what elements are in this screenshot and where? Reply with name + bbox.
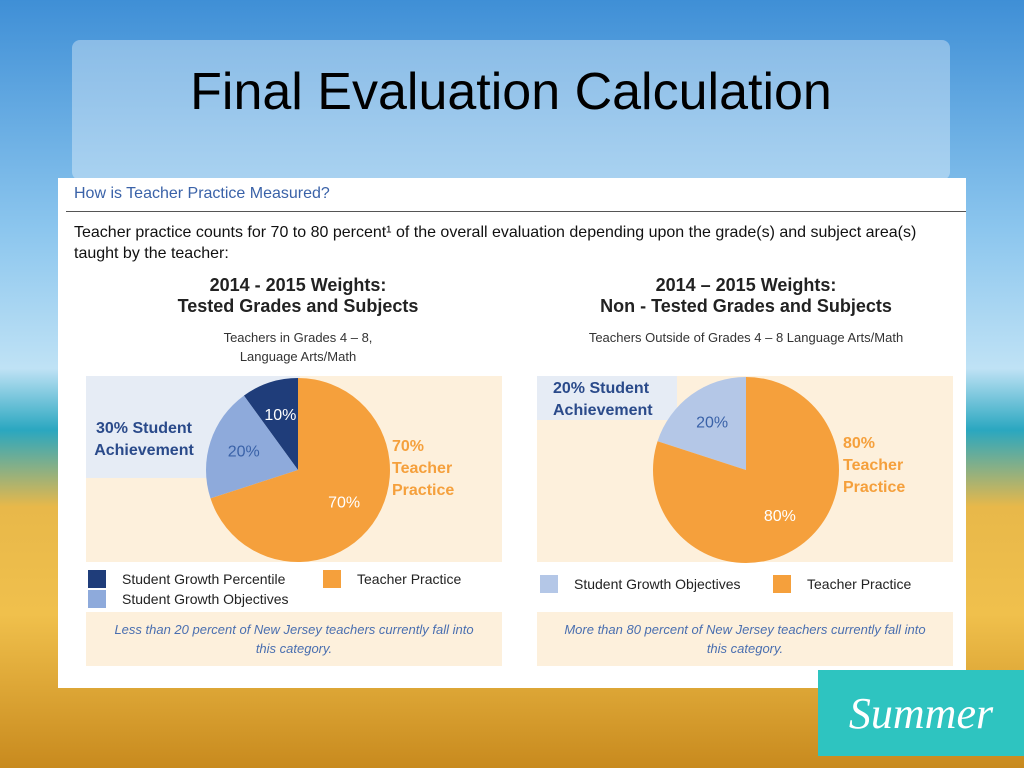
- chart-area-shade: [537, 376, 677, 420]
- panel-heading: How is Teacher Practice Measured?: [74, 185, 330, 202]
- value-label: 20%: [228, 444, 260, 461]
- chart-note: Teachers in Grades 4 – 8, Language Arts/…: [223, 330, 373, 364]
- chart-title: 2014 – 2015 Weights:: [655, 275, 837, 295]
- title-frame: [72, 40, 950, 180]
- value-label: 80%: [764, 508, 796, 525]
- footnote: Less than 20 percent of New Jersey teach…: [86, 612, 502, 666]
- legend-swatch: [773, 575, 791, 593]
- legend-swatch: [540, 575, 558, 593]
- value-label: 10%: [264, 407, 296, 424]
- slide-title: Final Evaluation Calculation: [190, 63, 832, 121]
- annotation: 30% Student Achievement: [94, 420, 194, 459]
- badge: Summer: [818, 670, 1024, 756]
- divider: [66, 211, 966, 212]
- annotation: 70% Teacher Practice: [392, 438, 455, 499]
- value-label: 70%: [328, 495, 360, 512]
- legend-label: Teacher Practice: [807, 576, 912, 592]
- annotation: 80% Teacher Practice: [843, 435, 906, 496]
- chart-subtitle: Non - Tested Grades and Subjects: [600, 296, 892, 316]
- legend-label: Teacher Practice: [357, 571, 462, 587]
- legend-label: Student Growth Objectives: [122, 591, 289, 607]
- legend-swatch: [323, 570, 341, 588]
- pie-slice: [243, 378, 298, 470]
- legend-label: Student Growth Objectives: [574, 576, 741, 592]
- value-label: 20%: [696, 415, 728, 432]
- pie-slice: [210, 378, 390, 562]
- chart-subtitle: Tested Grades and Subjects: [177, 296, 419, 316]
- footnote: More than 80 percent of New Jersey teach…: [537, 612, 953, 666]
- pie-slice: [657, 377, 746, 470]
- pie-slice: [206, 395, 298, 499]
- legend-swatch: [88, 570, 106, 588]
- legend-swatch: [88, 590, 106, 608]
- annotation: 20% Student Achievement: [553, 380, 653, 419]
- chart-note: Teachers Outside of Grades 4 – 8 Languag…: [588, 330, 904, 345]
- legend-label: Student Growth Percentile: [122, 571, 286, 587]
- intro-text: Teacher practice counts for 70 to 80 per…: [74, 224, 917, 262]
- pie-slice: [652, 377, 839, 563]
- chart-title: 2014 - 2015 Weights:: [209, 275, 387, 295]
